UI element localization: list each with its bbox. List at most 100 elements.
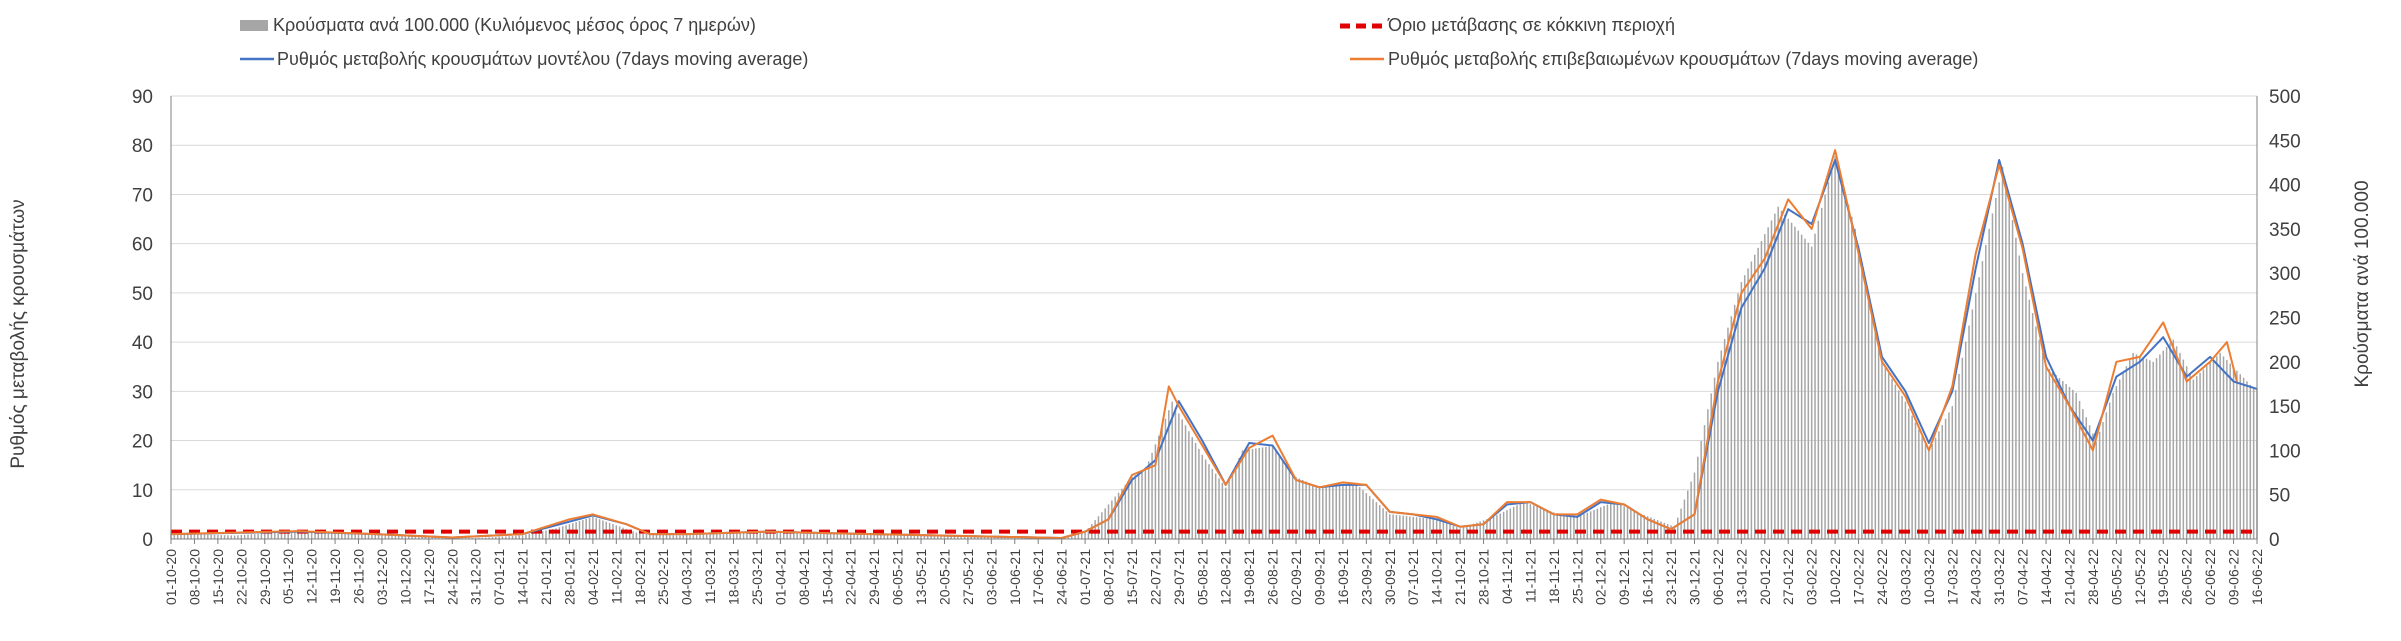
- bar: [1522, 501, 1525, 539]
- bar: [863, 533, 865, 539]
- bar: [963, 536, 966, 539]
- bar: [1502, 511, 1505, 539]
- bar: [2232, 367, 2235, 539]
- bar: [2045, 366, 2047, 539]
- bar: [394, 535, 397, 539]
- bar: [776, 532, 778, 539]
- bar: [2035, 326, 2037, 539]
- bar: [1459, 528, 1461, 539]
- x-tick-label: 20-01-22: [1757, 549, 1773, 605]
- bar: [1543, 508, 1545, 539]
- legend-label-model: Ρυθμός μεταβολής κρουσμάτων μοντέλου (7d…: [277, 49, 808, 69]
- x-tick-label: 05-08-21: [1194, 549, 1210, 605]
- x-tick-label: 25-02-21: [655, 549, 671, 605]
- bar: [859, 533, 862, 539]
- bar: [468, 537, 470, 539]
- bar: [886, 534, 889, 539]
- bar: [1740, 282, 1743, 539]
- bar: [2031, 313, 2034, 539]
- bar: [1797, 230, 1800, 539]
- bar: [2098, 431, 2101, 539]
- bar: [913, 535, 916, 539]
- bar: [1238, 457, 1240, 539]
- bar: [1425, 518, 1428, 539]
- bar: [702, 534, 705, 539]
- x-tick-label: 27-01-22: [1780, 549, 1796, 605]
- bar: [1764, 234, 1766, 540]
- bar: [772, 532, 775, 539]
- bar: [525, 534, 527, 539]
- bar: [1268, 446, 1271, 539]
- x-tick-label: 16-06-22: [2249, 549, 2265, 605]
- bar: [247, 534, 249, 539]
- bar: [716, 533, 718, 539]
- bar: [2051, 372, 2054, 539]
- x-tick-label: 29-10-20: [257, 549, 273, 605]
- bar: [1610, 503, 1612, 539]
- bar: [1556, 513, 1558, 539]
- bar: [1288, 468, 1291, 539]
- legend-label-threshold: Όριο μετάβασης σε κόκκινη περιοχή: [1387, 15, 1675, 35]
- axes: 0 10 20 30 40 50 60 70 80 90 0 50 100 150 200 250 300 350…: [132, 87, 2301, 605]
- y-tick-label-right: 200: [2269, 353, 2301, 374]
- bar: [538, 531, 541, 539]
- bar: [1646, 516, 1649, 539]
- bar: [354, 533, 356, 539]
- bar: [1824, 194, 1826, 539]
- x-tick-label: 26-05-22: [2179, 549, 2195, 605]
- x-tick-label: 14-04-22: [2038, 549, 2054, 605]
- bar: [498, 536, 500, 539]
- bar: [1164, 418, 1167, 539]
- bar: [464, 537, 467, 539]
- y-tick-label-right: 300: [2269, 264, 2301, 285]
- bar: [240, 535, 243, 539]
- x-tick-label: 29-07-21: [1171, 549, 1187, 605]
- bar: [294, 531, 296, 539]
- bar: [484, 537, 487, 539]
- bar: [1636, 512, 1639, 539]
- bar: [361, 533, 363, 539]
- bar: [903, 534, 906, 539]
- bar: [2112, 392, 2114, 539]
- x-tick-label: 09-06-22: [2226, 549, 2242, 605]
- confirmed-rate-line: [170, 149, 2238, 539]
- x-tick-label: 10-12-20: [397, 549, 413, 605]
- bar: [2072, 389, 2074, 539]
- x-tick-label: 08-10-20: [186, 549, 202, 605]
- bar: [1777, 206, 1779, 539]
- bar: [816, 533, 818, 539]
- bar: [983, 536, 986, 539]
- bar: [203, 534, 206, 539]
- x-tick-label: 09-09-21: [1312, 549, 1328, 605]
- y-tick-label-left: 50: [132, 284, 153, 305]
- x-tick-label: 12-11-20: [304, 549, 320, 604]
- bar: [551, 529, 554, 539]
- bar: [284, 532, 286, 539]
- bar: [1630, 509, 1632, 539]
- bar: [2068, 386, 2071, 539]
- bar: [762, 532, 765, 539]
- bar: [2249, 384, 2252, 539]
- bar: [1549, 511, 1552, 539]
- bar: [1221, 482, 1224, 539]
- bar: [1837, 168, 1840, 539]
- y-tick-label-right: 250: [2269, 309, 2301, 330]
- bar: [1224, 487, 1227, 539]
- bar: [1325, 486, 1327, 539]
- bar: [1767, 227, 1769, 539]
- bar: [766, 532, 768, 539]
- bar: [1546, 510, 1548, 539]
- bar: [1874, 328, 1877, 539]
- bar: [515, 535, 517, 539]
- bar: [1676, 517, 1679, 539]
- bar: [257, 533, 259, 539]
- bar: [1492, 516, 1495, 539]
- bar: [799, 533, 802, 539]
- bar: [1000, 536, 1003, 539]
- bar: [384, 535, 387, 539]
- x-tick-label: 29-04-21: [866, 549, 882, 605]
- x-tick-label: 16-09-21: [1335, 549, 1351, 605]
- bar: [1921, 436, 1923, 539]
- bar: [1104, 508, 1106, 539]
- bar: [1405, 516, 1408, 539]
